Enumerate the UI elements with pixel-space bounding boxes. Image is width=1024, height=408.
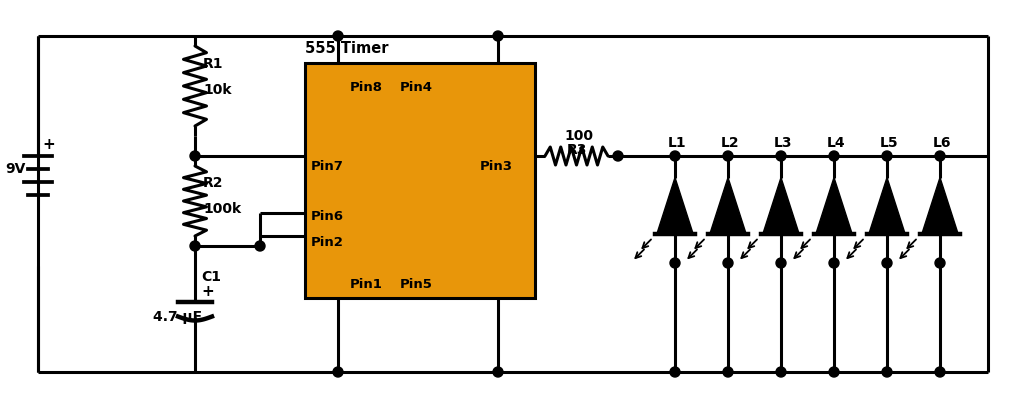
Text: +: + [201,284,214,299]
Circle shape [723,367,733,377]
Text: C1: C1 [201,270,221,284]
Circle shape [670,151,680,161]
Circle shape [882,258,892,268]
Circle shape [882,367,892,377]
Polygon shape [816,177,852,233]
Text: Pin4: Pin4 [400,81,433,94]
Circle shape [829,367,839,377]
Polygon shape [657,177,693,233]
Polygon shape [922,177,958,233]
Text: 10k: 10k [203,83,231,97]
Polygon shape [710,177,746,233]
Circle shape [255,241,265,251]
Circle shape [776,367,786,377]
Text: R2: R2 [203,176,223,190]
Circle shape [776,258,786,268]
Bar [305,63,535,298]
Text: Pin6: Pin6 [311,210,344,223]
Circle shape [333,31,343,41]
Text: L1: L1 [668,136,687,150]
Text: L5: L5 [880,136,899,150]
Circle shape [613,151,623,161]
Text: 555 Timer: 555 Timer [305,41,388,56]
Polygon shape [763,177,799,233]
Circle shape [723,151,733,161]
Text: Pin1: Pin1 [350,278,383,291]
Circle shape [935,151,945,161]
Text: R1: R1 [203,57,223,71]
Circle shape [829,151,839,161]
Circle shape [493,31,503,41]
Text: L4: L4 [827,136,846,150]
Text: Pin5: Pin5 [400,278,433,291]
Text: L6: L6 [933,136,951,150]
Circle shape [776,151,786,161]
Circle shape [829,258,839,268]
Circle shape [493,367,503,377]
Circle shape [882,151,892,161]
Polygon shape [869,177,905,233]
Text: R3: R3 [566,143,587,157]
Text: 4.7 μF: 4.7 μF [153,310,202,324]
Text: Pin7: Pin7 [311,160,344,173]
Circle shape [190,151,200,161]
Text: L2: L2 [721,136,739,150]
Circle shape [670,367,680,377]
Text: 100: 100 [564,129,594,143]
Circle shape [190,241,200,251]
Text: Pin8: Pin8 [350,81,383,94]
Text: 9V: 9V [5,162,26,176]
Circle shape [935,258,945,268]
Circle shape [333,367,343,377]
Text: +: + [42,137,54,152]
Text: Pin3: Pin3 [480,160,513,173]
Circle shape [935,367,945,377]
Text: Pin2: Pin2 [311,236,344,249]
Circle shape [670,258,680,268]
Text: 100k: 100k [203,202,241,216]
Circle shape [723,258,733,268]
Text: L3: L3 [774,136,793,150]
